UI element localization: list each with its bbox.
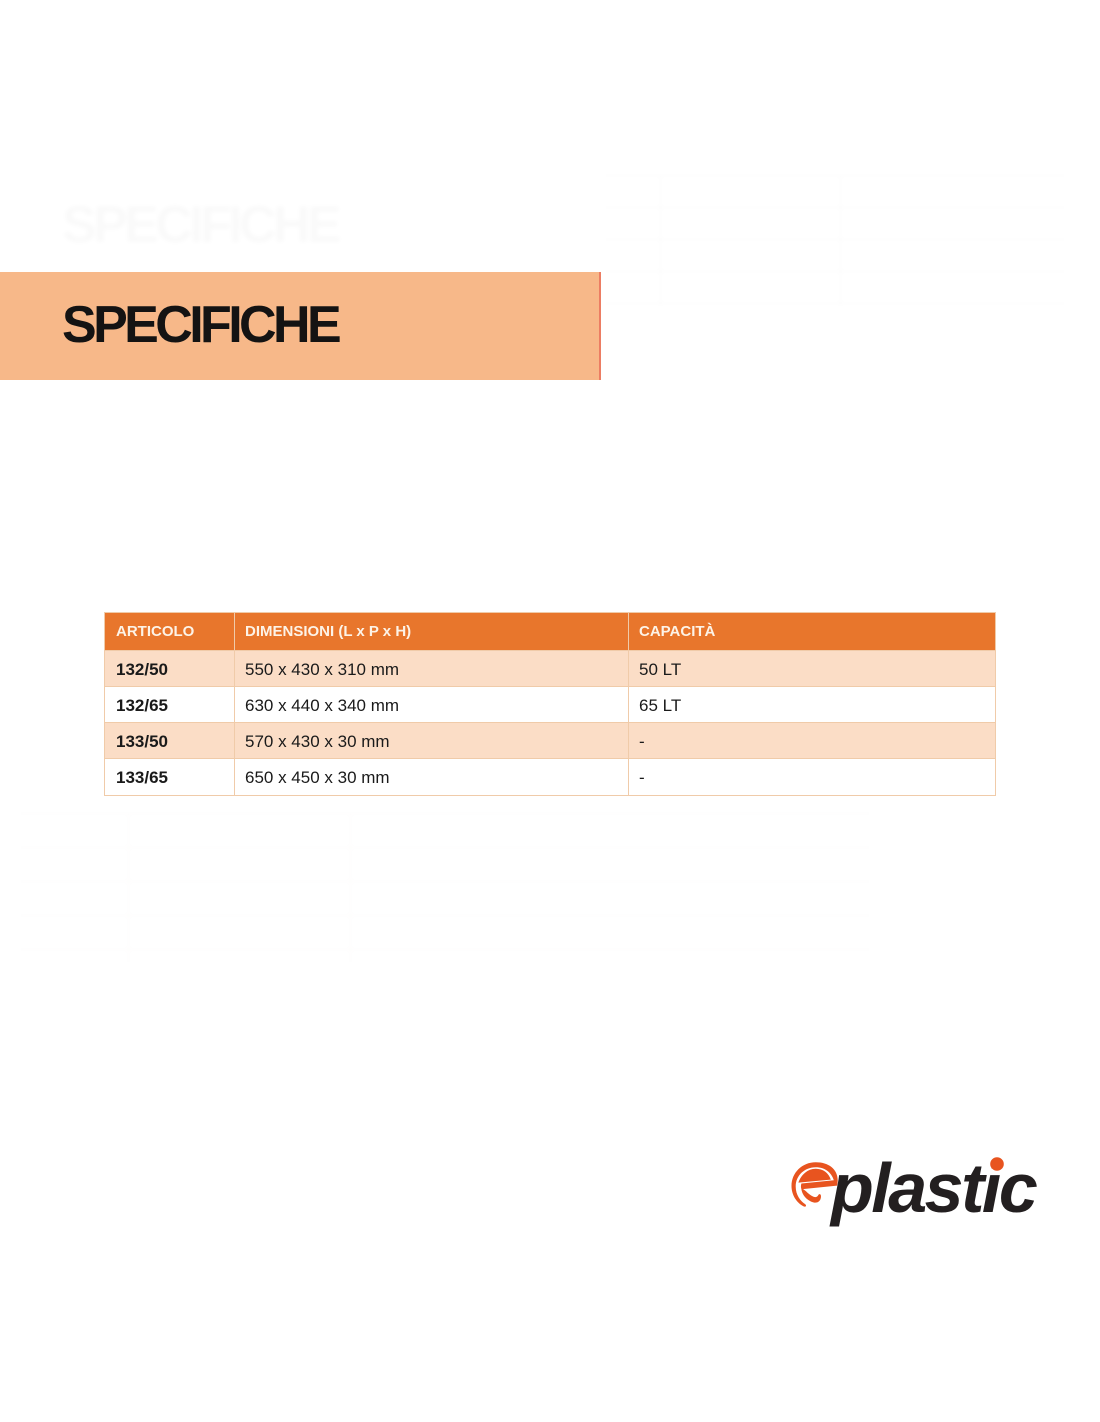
svg-text:plastic: plastic (829, 1155, 1037, 1227)
